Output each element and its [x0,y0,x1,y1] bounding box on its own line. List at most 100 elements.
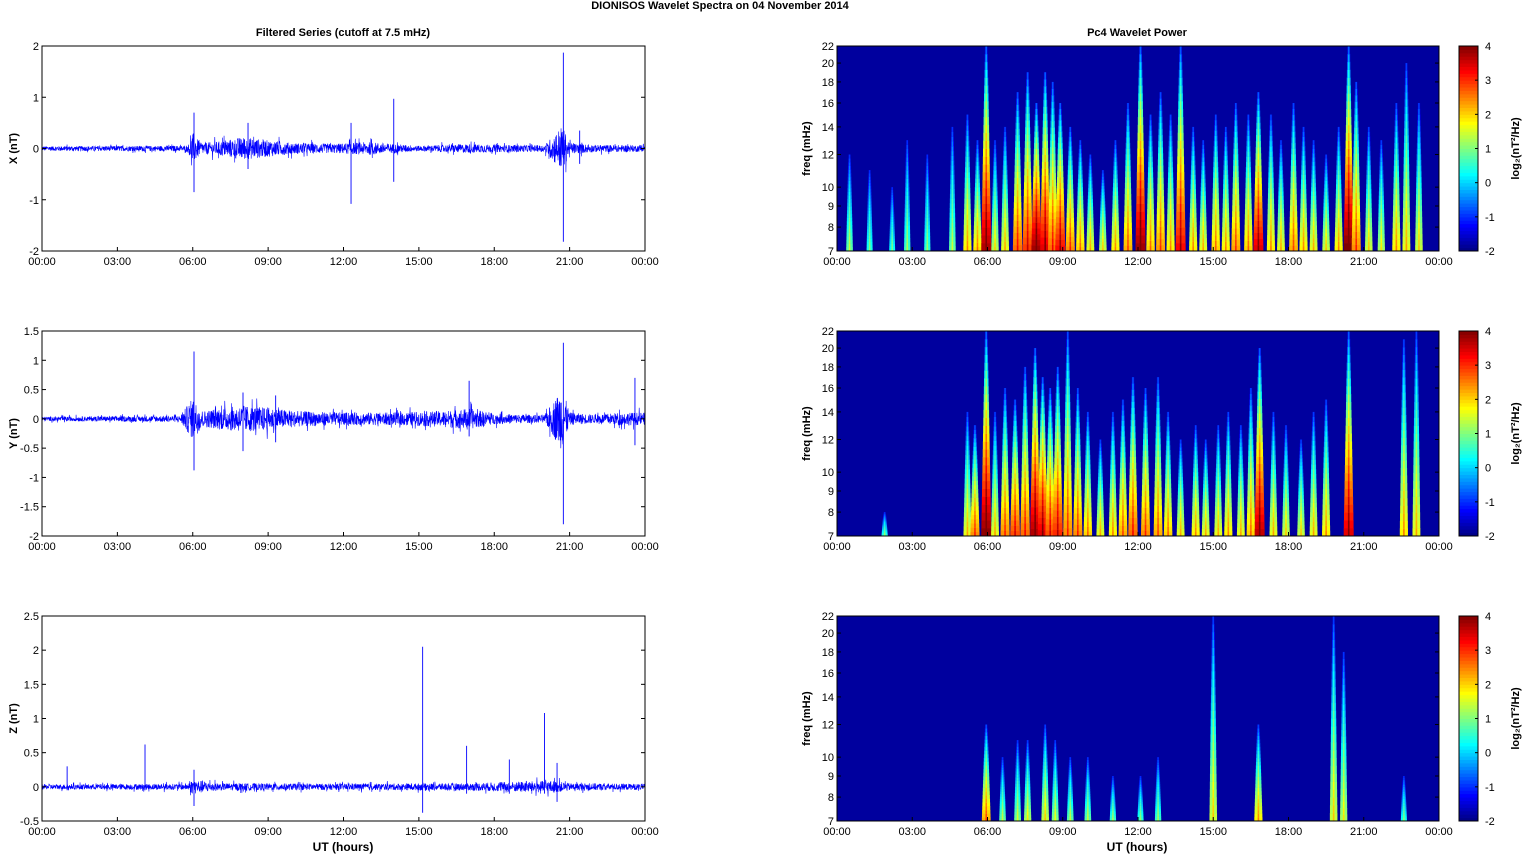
burst-core [1235,233,1237,240]
power-burst [1040,72,1051,252]
burst-core [1079,157,1082,162]
burst-core [1312,242,1315,248]
burst-core [1337,227,1340,233]
burst-core [1049,416,1052,423]
burst-core [1355,127,1358,135]
burst-core [1132,444,1134,451]
burst-core [1179,124,1182,134]
colorbar-segment [1459,162,1478,167]
burst-core [1302,141,1305,147]
burst-core [1214,125,1217,131]
burst-core [1337,241,1340,247]
burst-core [1367,198,1370,204]
burst-core [1041,407,1044,415]
burst-core [1167,416,1169,422]
burst-core [1300,487,1302,492]
burst-core [994,191,996,196]
burst-core [1024,418,1026,426]
burst-core [1257,220,1260,227]
power-burst [1277,140,1285,252]
burst-core [1149,209,1152,215]
burst-core [1235,131,1237,138]
power-burst [1022,72,1033,252]
burst-core [1285,484,1287,490]
burst-core [985,425,988,434]
burst-core [1004,131,1006,137]
burst-core [1014,462,1016,469]
power-burst [1201,439,1210,537]
burst-core [1250,444,1252,451]
burst-core [1077,433,1079,440]
burst-core [1247,161,1250,168]
burst-core [1139,46,1142,55]
burst-core [883,523,886,525]
burst-core [1139,132,1142,141]
burst-core [974,433,976,439]
burst-core [1102,188,1104,193]
burst-core [1257,98,1260,105]
burst-core [1139,53,1142,63]
burst-core [1270,240,1272,247]
burst-core [1347,77,1350,86]
burst-core [1192,212,1194,218]
burst-core [1049,501,1052,508]
burst-core [1258,384,1261,392]
burst-core [1235,165,1237,172]
burst-core [1149,193,1152,199]
burst-core [1302,136,1305,142]
burst-core [1418,211,1420,218]
burst-core [848,184,851,189]
burst-core [883,533,886,535]
burst-core [1380,225,1383,230]
burst-core [1159,98,1162,105]
burst-core [966,245,969,252]
burst-core [1312,445,1315,451]
burst-core [1169,130,1172,136]
burst-core [1347,101,1350,110]
burst-core [1337,155,1340,161]
burst-core [1367,222,1370,228]
burst-core [1144,410,1147,417]
burst-core [1149,161,1152,168]
burst-core [1034,442,1036,450]
burst-core [1257,244,1260,252]
burst-core [1347,362,1350,371]
burst-core [1240,425,1242,430]
burst-core [1044,134,1046,142]
burst-core [1202,208,1205,213]
burst-core [1355,153,1358,161]
burst-core [1355,172,1358,180]
burst-core [1312,216,1315,222]
burst-core [1247,224,1250,231]
burst-core [1202,212,1205,218]
burst-core [1102,173,1104,177]
burst-core [1089,210,1092,215]
burst-core [1272,464,1275,470]
burst-core [1004,160,1006,166]
burst-core [1026,127,1029,135]
burst-core [1325,176,1327,181]
burst-core [1139,116,1142,126]
burst-core [1367,236,1370,242]
burst-core [1300,476,1302,481]
burst-core [1077,456,1079,463]
burst-core [1347,528,1350,537]
burst-core [1240,442,1242,447]
burst-core [1122,441,1124,448]
burst-core [1202,144,1205,150]
burst-core [1257,147,1260,154]
burst-core [1169,135,1172,142]
burst-core [976,165,979,171]
burst-core [1202,191,1205,196]
burst-core [974,429,976,435]
burst-core [1034,369,1036,378]
burst-core [1214,230,1217,236]
burst-core [1169,156,1172,163]
burst-core [1380,233,1383,239]
burst-core [1204,495,1207,500]
burst-core [1312,161,1315,167]
burst-core [994,440,996,446]
burst-core [985,69,988,78]
power-burst [1063,331,1073,537]
burst-core [1167,526,1169,532]
